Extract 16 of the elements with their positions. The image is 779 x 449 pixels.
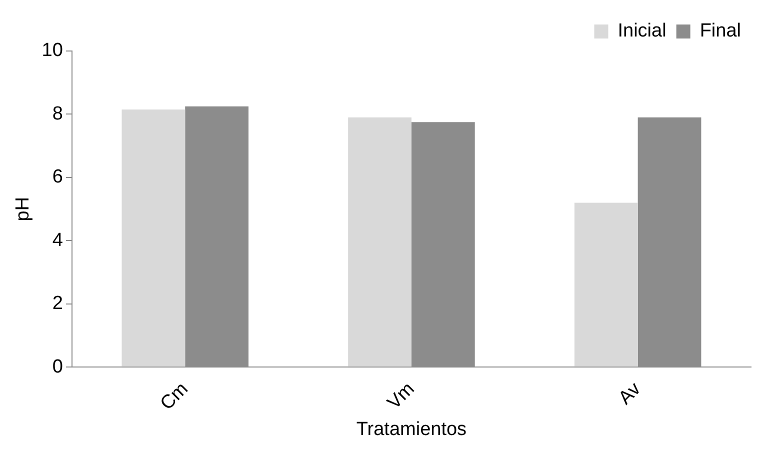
y-axis-title: pH [12, 196, 34, 222]
legend-label: Inicial [618, 20, 666, 42]
y-tick-label: 0 [52, 356, 63, 378]
legend-label: Final [700, 20, 742, 42]
y-tick-label: 10 [42, 40, 63, 62]
x-tick-label: Av [614, 378, 646, 409]
y-tick-label: 8 [52, 103, 63, 124]
y-tick-label: 6 [52, 166, 63, 188]
x-tick-label: Cm [156, 378, 192, 414]
y-tick-label: 4 [52, 230, 64, 251]
x-tick-label: Vm [384, 378, 419, 414]
bar [574, 202, 638, 367]
bar [348, 117, 412, 367]
y-tick-label: 2 [52, 293, 63, 314]
x-axis-title: Tratamientos [356, 418, 467, 440]
bar [122, 109, 186, 367]
